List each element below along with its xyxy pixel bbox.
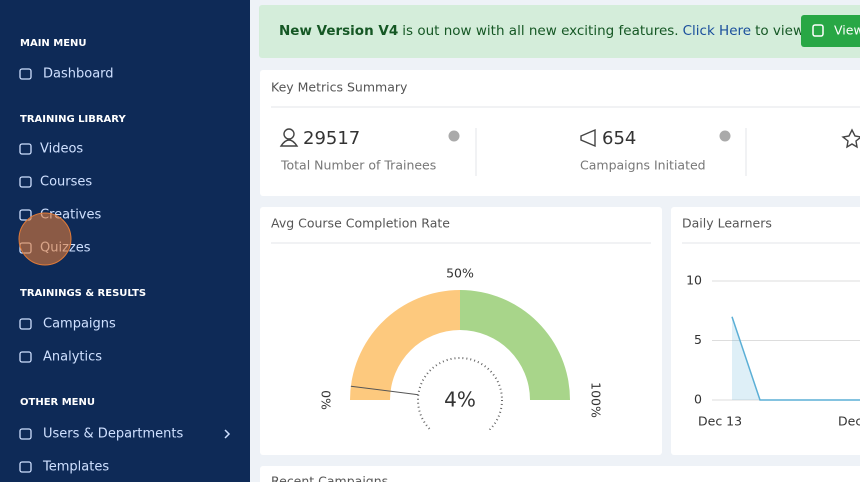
view-button[interactable] (801, 15, 860, 47)
menu-icon (19, 209, 32, 221)
card-title: Daily Learners (682, 216, 772, 231)
view-button-label[interactable]: View (834, 23, 860, 38)
gauge-band (350, 290, 460, 400)
info-icon[interactable] (719, 130, 731, 142)
gauge-value: 4% (444, 388, 476, 412)
menu-heading: MAIN MENU (20, 38, 87, 49)
gauge-center (417, 357, 503, 443)
gauge-tick-label: 100% (589, 382, 604, 418)
menu-icon (19, 351, 32, 363)
card-title: Recent Campaigns (271, 474, 388, 483)
menu-item[interactable]: Analytics (43, 350, 102, 365)
metric-label: Total Number of Trainees (280, 158, 436, 173)
y-tick-label: 5 (694, 332, 702, 347)
x-tick-label: Dec 13 (698, 414, 742, 429)
card-bottom-mask (262, 430, 660, 454)
menu-icon (19, 428, 32, 440)
menu-item[interactable]: Courses (40, 175, 92, 190)
menu-icon (19, 68, 32, 80)
icons (279, 128, 860, 149)
menu-icon (19, 461, 32, 473)
card-title: Key Metrics Summary (271, 80, 408, 95)
menu-item[interactable]: Dashboard (43, 67, 114, 82)
gauge-tick-label: 50% (446, 266, 474, 281)
metrics-card (260, 70, 860, 196)
menu-icon (19, 318, 32, 330)
metric-label: Campaigns Initiated (580, 158, 706, 173)
line-card (671, 207, 860, 455)
menu-icon (19, 143, 32, 155)
info-icon[interactable] (448, 130, 460, 142)
y-tick-label: 10 (686, 273, 702, 288)
recent-card (260, 466, 860, 486)
cursor-highlight (18, 212, 72, 266)
x-tick-label: Dec (838, 414, 860, 429)
menu-item[interactable]: Campaigns (43, 317, 116, 332)
menu-item[interactable]: Templates (42, 460, 109, 475)
gauge-band (460, 290, 570, 400)
menu-icon (19, 176, 32, 188)
banner-body: is out now with all new exciting feature… (402, 23, 678, 39)
video-icon (812, 24, 824, 37)
gauge-needle (350, 385, 419, 396)
banner-bold: New Version V4 (279, 23, 398, 39)
menu-item[interactable]: Users & Departments (43, 427, 183, 442)
metric-value: 654 (602, 128, 636, 149)
banner-link[interactable]: Click Here (683, 23, 751, 39)
menu-item[interactable]: Videos (40, 142, 83, 157)
menu-heading: TRAINING LIBRARY (20, 114, 126, 125)
area (732, 316, 860, 400)
metric-value: 29517 (303, 128, 360, 149)
menu-heading: OTHER MENU (20, 397, 95, 408)
banner-text: New Version V4 is out now with all new ex… (279, 23, 823, 39)
line (731, 316, 860, 401)
gauge-tick-label: 0% (319, 390, 334, 410)
banner (259, 5, 860, 58)
y-tick-label: 0 (694, 392, 702, 407)
menu-heading: TRAININGS & RESULTS (20, 288, 146, 299)
chevron (224, 429, 231, 439)
card-title: Avg Course Completion Rate (271, 216, 450, 231)
